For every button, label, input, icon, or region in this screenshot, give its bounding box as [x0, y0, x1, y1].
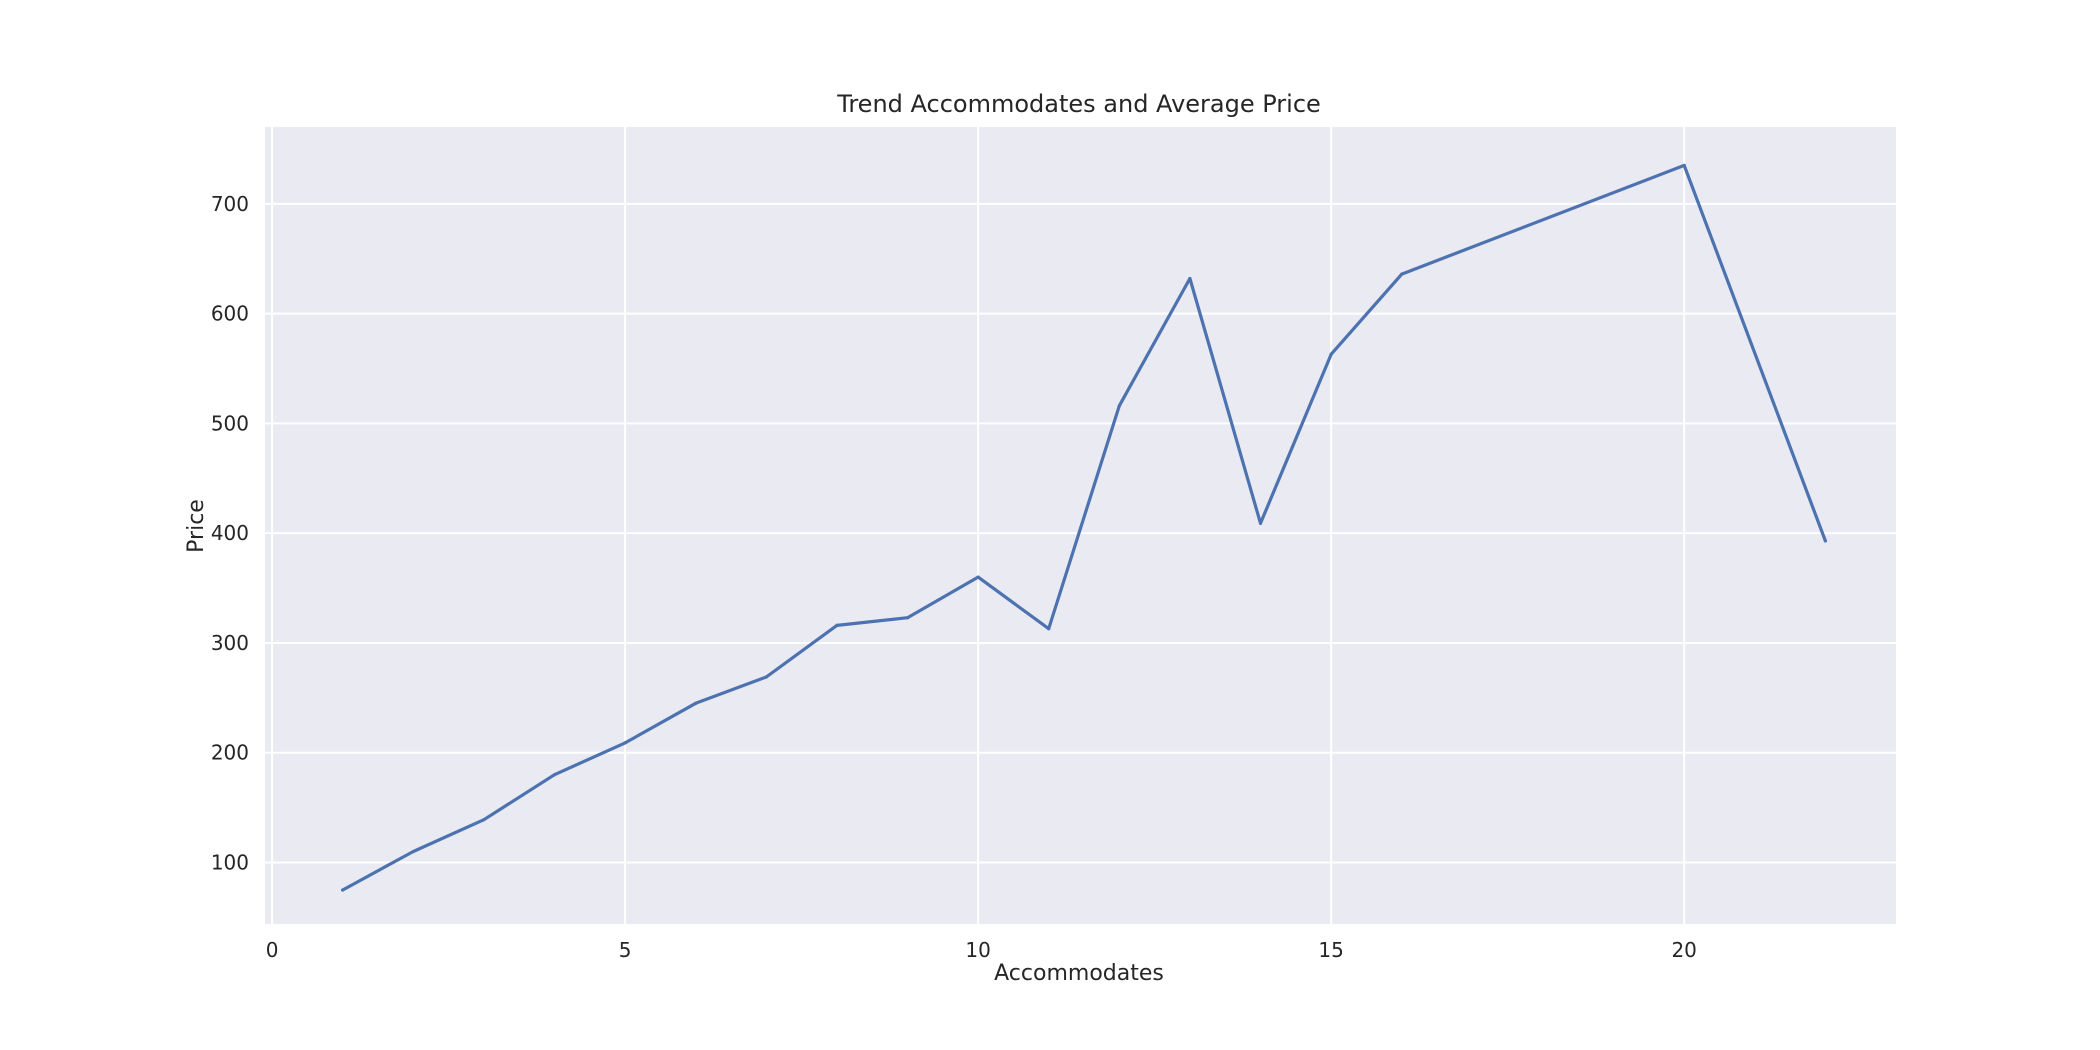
data-point [623, 741, 627, 745]
series-layer [341, 163, 1828, 892]
x-axis-label: Accommodates [994, 961, 1164, 986]
data-point [1400, 272, 1404, 276]
y-tick-label: 400 [211, 521, 249, 545]
x-tick-label: 20 [1671, 938, 1696, 962]
series-line [341, 163, 1828, 892]
y-tick-label: 700 [211, 192, 249, 216]
data-point [411, 849, 415, 854]
x-gridlines [271, 127, 1686, 924]
y-tick-label: 500 [211, 411, 249, 435]
data-point [1047, 627, 1051, 631]
data-point [764, 675, 768, 679]
data-point [1823, 539, 1827, 543]
x-tick-label: 5 [619, 938, 632, 962]
y-tick-label: 300 [211, 631, 249, 655]
data-point [482, 818, 486, 822]
data-point [694, 701, 698, 705]
data-point [835, 623, 839, 627]
y-tick-label: 100 [211, 851, 249, 875]
x-tick-label: 0 [266, 938, 279, 962]
data-point [976, 575, 980, 579]
y-gridlines [265, 202, 1896, 864]
chart-title: Trend Accommodates and Average Price [836, 90, 1321, 118]
data-point [1188, 276, 1192, 281]
data-point [1117, 404, 1121, 408]
y-tick-label: 200 [211, 741, 249, 765]
x-tick-labels: 0 5 10 15 20 [266, 938, 1697, 962]
y-tick-label: 600 [211, 302, 249, 326]
data-point [1258, 521, 1263, 525]
data-point [552, 773, 557, 777]
y-tick-labels: 100 200 300 400 500 600 700 [211, 192, 249, 875]
y-axis-label: Price [184, 499, 209, 553]
data-point [905, 616, 910, 620]
x-tick-label: 15 [1318, 938, 1343, 962]
x-tick-label: 10 [965, 938, 990, 962]
data-point [1682, 163, 1686, 168]
data-point [1329, 352, 1333, 356]
data-point [341, 888, 345, 892]
